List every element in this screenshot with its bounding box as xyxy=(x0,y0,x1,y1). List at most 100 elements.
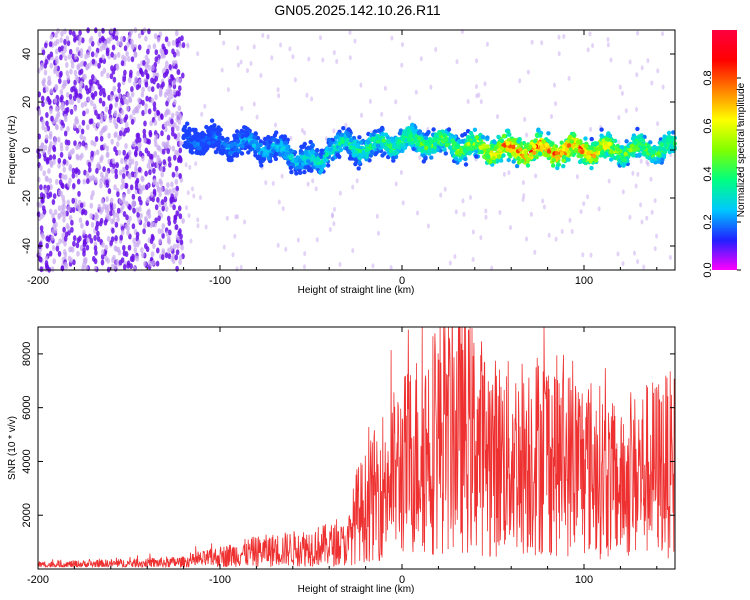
spectrogram-point xyxy=(57,157,62,164)
spectrogram-point xyxy=(60,119,64,126)
spectrogram-point xyxy=(661,84,665,90)
spectrogram-point xyxy=(589,136,594,142)
spectrogram-point xyxy=(147,28,151,35)
spectrogram-point xyxy=(171,187,176,194)
spectrogram-x-tick-label: -100 xyxy=(209,275,231,287)
spectrogram-point xyxy=(397,131,403,136)
spectrogram-point xyxy=(141,184,146,191)
spectrogram-point xyxy=(61,183,65,190)
spectrogram-point xyxy=(518,147,523,152)
spectrogram-point xyxy=(39,184,43,191)
spectrogram-point xyxy=(95,167,99,174)
spectrogram-point xyxy=(310,96,314,102)
spectrogram-point xyxy=(130,118,135,125)
spectrogram-point xyxy=(57,205,62,212)
spectrogram-point xyxy=(73,105,78,112)
spectrogram-point xyxy=(187,213,191,219)
spectrogram-point xyxy=(561,158,566,163)
spectrogram-point xyxy=(100,154,104,161)
spectrogram-point xyxy=(41,124,45,131)
spectrogram-point xyxy=(582,201,586,207)
spectrogram-point xyxy=(116,191,120,198)
spectrogram-point xyxy=(112,254,116,261)
spectrogram-point xyxy=(621,189,625,195)
spectrogram-point xyxy=(125,214,129,221)
spectrogram-point xyxy=(450,138,455,143)
spectrogram-point xyxy=(95,149,100,156)
spectrogram-point xyxy=(122,76,126,83)
spectrogram-point xyxy=(667,135,672,140)
spectrogram-point xyxy=(164,143,169,150)
spectrogram-point xyxy=(460,139,465,144)
spectrogram-point xyxy=(203,103,207,109)
spectrogram-point xyxy=(303,264,306,270)
spectrogram-point xyxy=(122,244,126,251)
spectrogram-point xyxy=(276,242,280,248)
spectrogram-point xyxy=(129,184,134,191)
spectrogram-point xyxy=(499,146,504,151)
spectrogram-point xyxy=(421,159,426,164)
spectrogram-point xyxy=(175,30,179,37)
spectrogram-point xyxy=(252,101,256,107)
spectrogram-point xyxy=(352,139,357,144)
spectrogram-point xyxy=(156,82,160,89)
colorbar-tick-label: 0.2 xyxy=(702,214,714,229)
spectrogram-point xyxy=(463,156,468,162)
spectrogram-point xyxy=(185,121,190,126)
spectrogram-point xyxy=(281,206,285,212)
spectrogram-point xyxy=(462,211,466,217)
spectrogram-point xyxy=(453,156,459,161)
spectrogram-point xyxy=(471,229,475,235)
spectrogram-point xyxy=(67,255,72,262)
spectrogram-point xyxy=(67,205,71,212)
spectrogram-point xyxy=(541,198,545,204)
spectrogram-point xyxy=(120,60,125,67)
spectrogram-point xyxy=(208,126,213,131)
spectrogram-point xyxy=(90,221,95,228)
spectrogram-point xyxy=(134,165,138,172)
spectrogram-point xyxy=(117,82,121,89)
spectrogram-point xyxy=(400,62,404,68)
spectrogram-point xyxy=(67,181,71,188)
spectrogram-point xyxy=(141,155,145,162)
spectrogram-point xyxy=(357,135,362,140)
spectrogram-point xyxy=(82,229,86,236)
spectrogram-point xyxy=(175,210,179,217)
spectrogram-point xyxy=(149,238,154,245)
spectrogram-point xyxy=(57,213,61,220)
spectrogram-point xyxy=(137,32,142,39)
spectrogram-point xyxy=(663,143,668,148)
spectrogram-point xyxy=(119,234,123,241)
spectrogram-point xyxy=(631,170,635,176)
spectrogram-point xyxy=(448,260,452,266)
spectrogram-point xyxy=(72,235,77,242)
spectrogram-point xyxy=(273,152,279,157)
spectrogram-point xyxy=(300,161,306,167)
spectrogram-point xyxy=(59,142,64,148)
spectrogram-point xyxy=(141,110,145,116)
spectrogram-point xyxy=(121,181,126,188)
spectrogram-point xyxy=(188,164,192,170)
spectrogram-point xyxy=(66,74,71,81)
spectrogram-point xyxy=(49,51,54,58)
spectrogram-point xyxy=(133,247,138,254)
spectrogram-point xyxy=(332,221,336,227)
spectrogram-point xyxy=(328,227,332,232)
spectrogram-point xyxy=(78,235,82,242)
spectrogram-point xyxy=(175,265,179,272)
spectrogram-point xyxy=(348,137,354,143)
spectrogram-point xyxy=(123,56,127,63)
spectrogram-point xyxy=(609,149,614,154)
spectrogram-point xyxy=(131,200,135,207)
spectrogram-point xyxy=(61,173,65,180)
spectrogram-point xyxy=(633,250,636,256)
spectrogram-point xyxy=(101,27,105,34)
spectrogram-point xyxy=(44,42,48,49)
spectrogram-point xyxy=(429,84,433,90)
spectrogram-point xyxy=(60,45,64,52)
spectrogram-point xyxy=(204,124,209,130)
spectrogram-point xyxy=(344,122,348,128)
spectrogram-point xyxy=(641,145,647,151)
spectrogram-point xyxy=(175,249,180,256)
